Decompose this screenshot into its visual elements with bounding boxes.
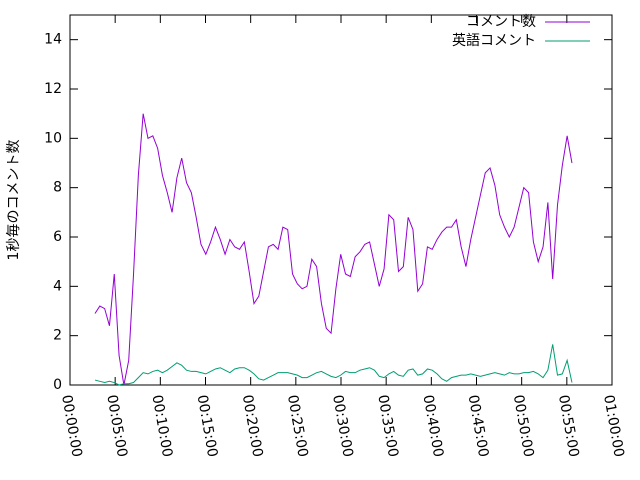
- y-tick-label: 10: [44, 130, 62, 146]
- x-tick-label: 00:00:00: [58, 394, 85, 459]
- x-tick-label: 00:15:00: [194, 394, 221, 459]
- y-tick-label: 2: [53, 328, 62, 344]
- y-tick-label: 12: [44, 81, 62, 97]
- x-tick-label: 00:30:00: [329, 394, 356, 459]
- legend-label: コメント数: [466, 14, 536, 30]
- x-tick-label: 00:45:00: [465, 394, 492, 459]
- x-tick-label: 01:00:00: [600, 394, 627, 459]
- x-tick-label: 00:55:00: [555, 394, 582, 459]
- x-tick-label: 00:10:00: [148, 394, 175, 459]
- y-tick-label: 14: [44, 32, 62, 48]
- series-line: [94, 344, 573, 386]
- x-tick-label: 00:35:00: [374, 394, 401, 459]
- x-tick-label: 00:05:00: [103, 394, 130, 459]
- plot-frame: [69, 14, 613, 386]
- y-tick-label: 0: [53, 377, 62, 393]
- y-tick-label: 4: [53, 278, 62, 294]
- series-line: [94, 113, 573, 386]
- legend-label: 英語コメント: [452, 32, 536, 49]
- y-axis-label: 1秒毎のコメント数: [6, 140, 22, 261]
- x-tick-label: 00:25:00: [284, 394, 311, 459]
- x-tick-label: 00:20:00: [239, 394, 266, 459]
- y-tick-label: 6: [53, 229, 62, 245]
- y-tick-label: 8: [53, 180, 62, 196]
- x-tick-label: 00:40:00: [419, 394, 446, 459]
- x-tick-label: 00:50:00: [510, 394, 537, 459]
